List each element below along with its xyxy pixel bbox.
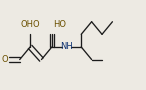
Text: HO: HO [53,20,66,29]
Text: NH: NH [60,42,72,51]
Text: O: O [2,55,8,64]
Text: OHO: OHO [20,20,40,29]
